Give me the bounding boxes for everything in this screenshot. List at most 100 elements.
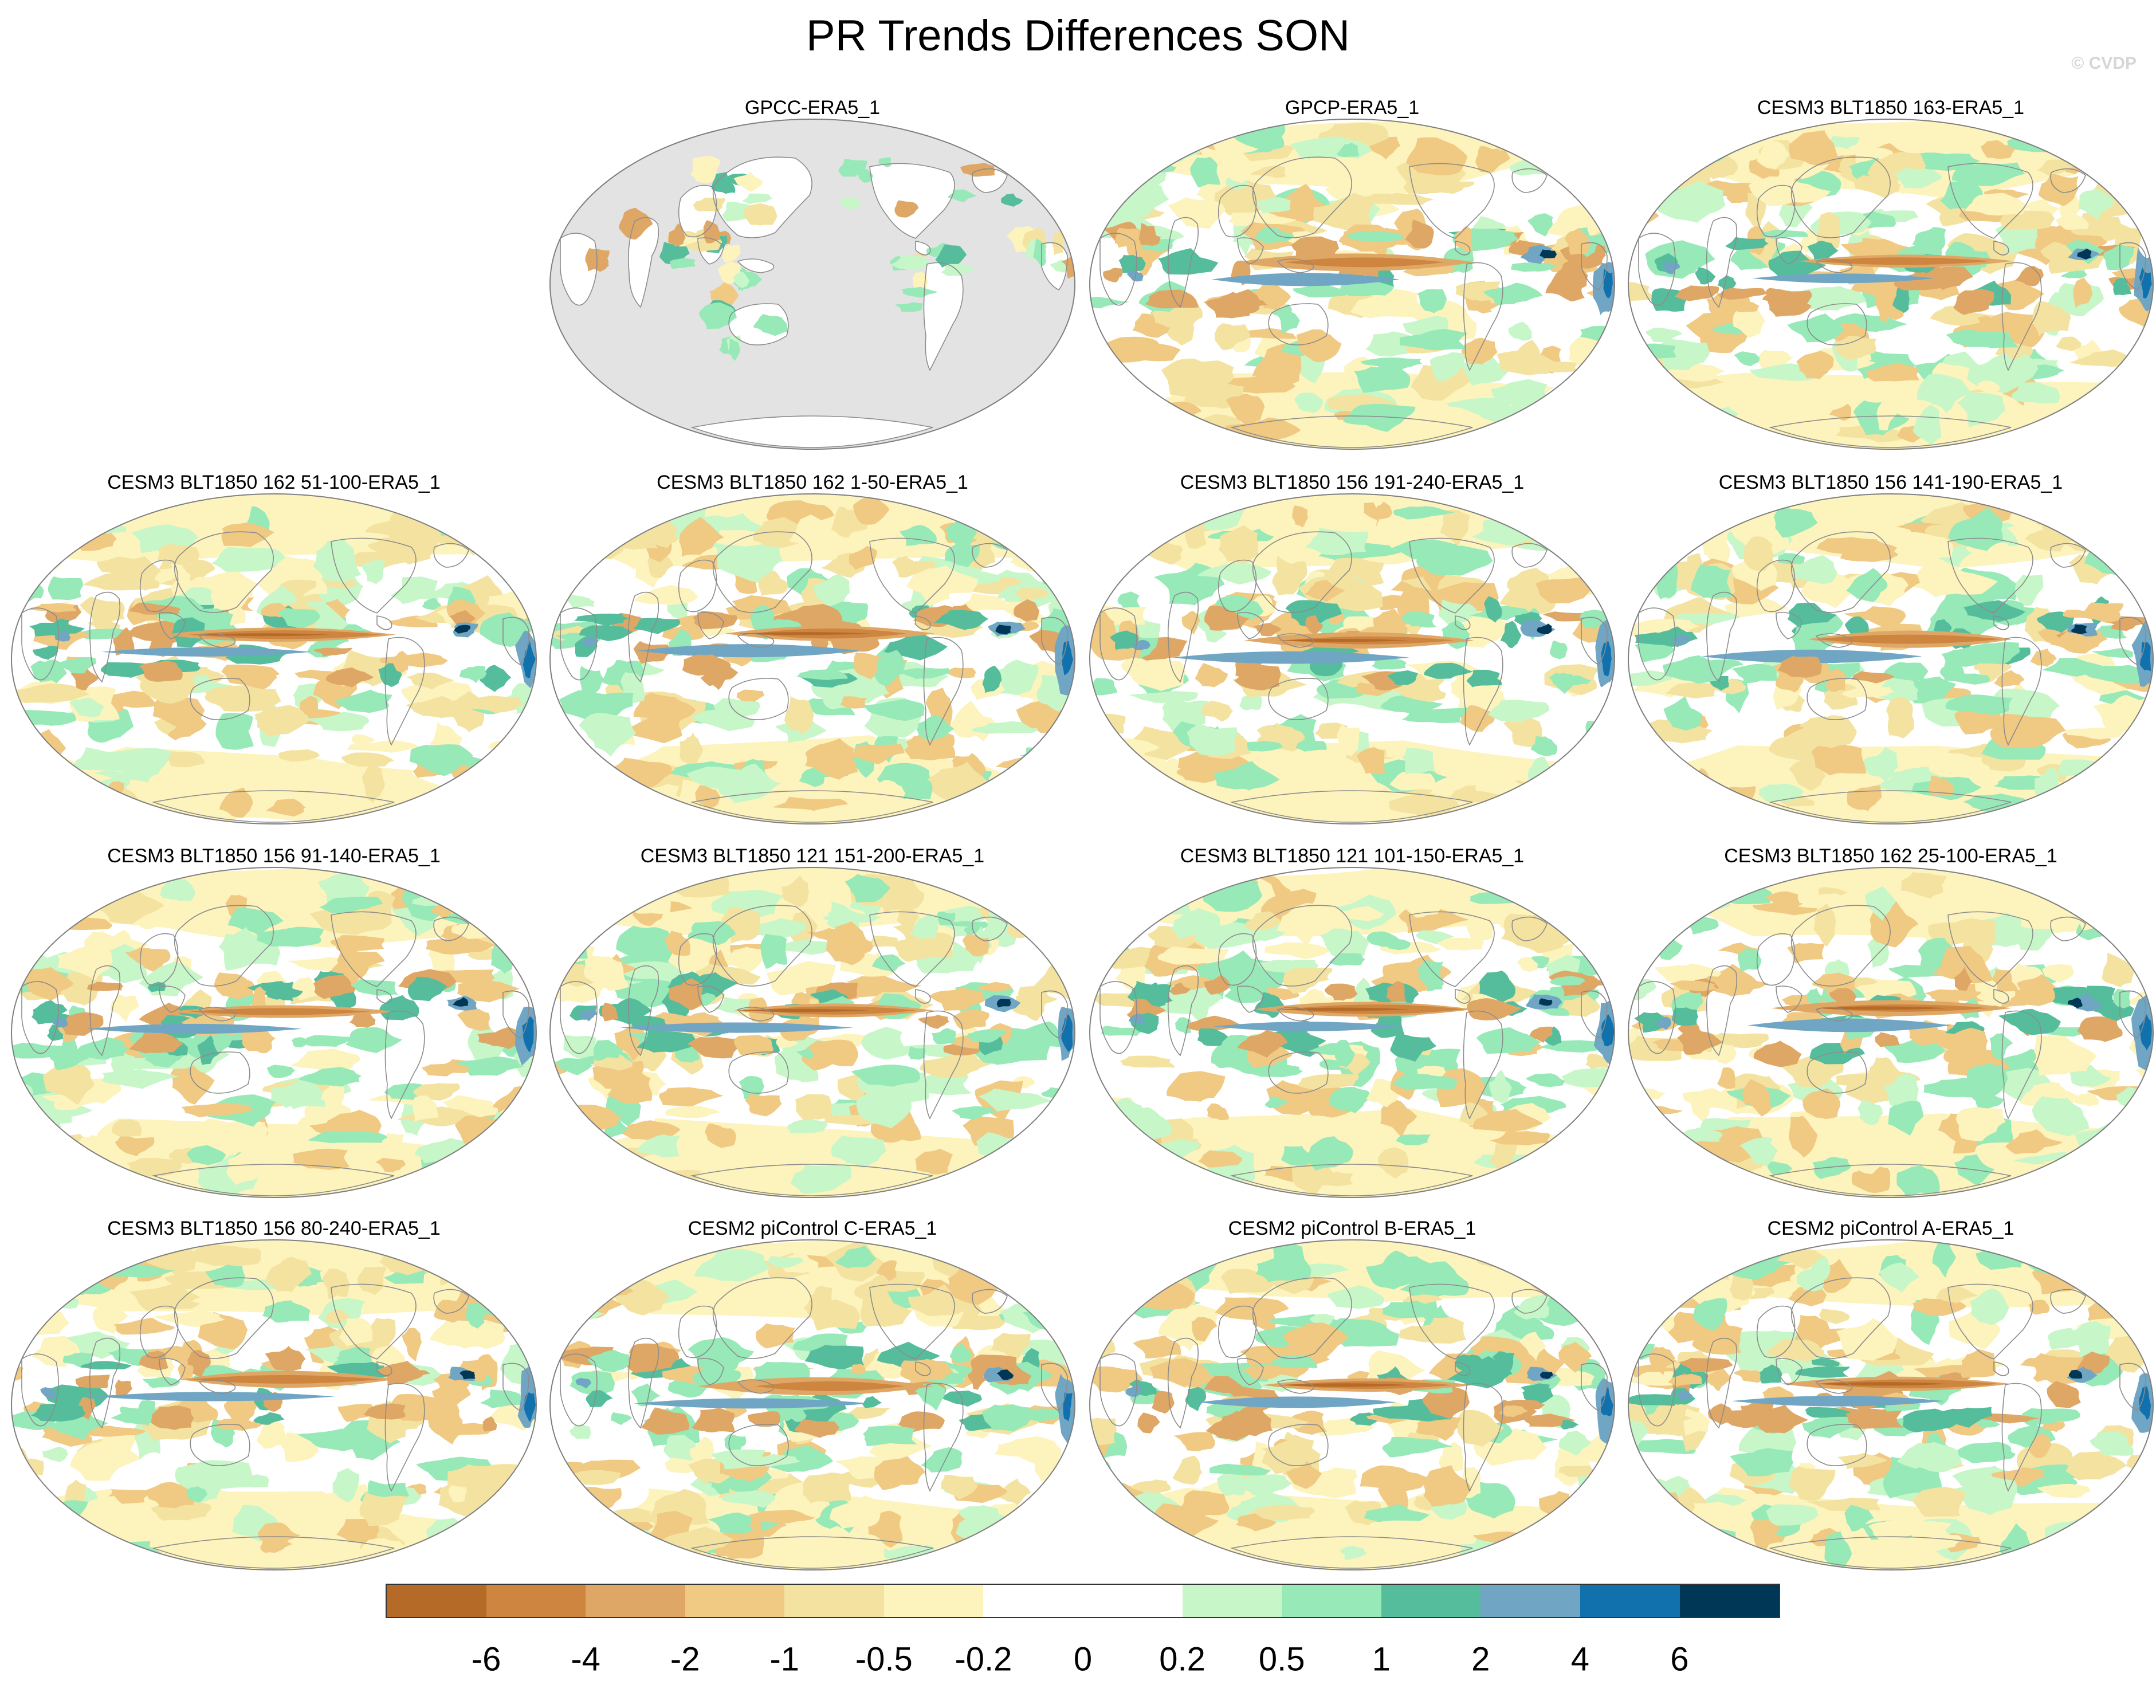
anomaly-patch [2111,177,2153,194]
land-area [628,217,659,307]
tropical-patch [1185,1387,1206,1412]
anomaly-patch [506,1267,536,1312]
edge-wet-core [1601,641,1612,677]
coastline [1581,242,1608,291]
anomaly-patch [1580,1247,1606,1279]
tropical-patch [1324,983,1358,1001]
anomaly-patch [1027,1266,1075,1287]
tropical-patch [637,1030,702,1053]
coastline [1947,911,2033,987]
map-border [549,119,1075,450]
anomaly-patch [1264,1096,1288,1109]
anomaly-patch [1864,886,1896,921]
coastline [1815,258,1853,273]
spcz-patch [1382,1436,1453,1458]
anomaly-patch [1218,525,1259,565]
coastline [1455,241,1471,256]
tropical-patch [1090,1366,1143,1393]
anomaly-patch [1244,911,1281,931]
anomaly-patch [1932,1240,1956,1278]
anomaly-patch [1090,1263,1135,1290]
tropical-patch [908,1046,926,1060]
coastline [1099,1353,1137,1427]
anomaly-patch [2008,353,2039,384]
anomaly-patch [1420,582,1499,617]
coastlines [1638,1277,2146,1569]
anomaly-patch [254,705,310,737]
tropical-patch [1944,673,1990,685]
anomaly-patch [959,1505,999,1530]
coastline [1511,168,1548,193]
coastline [331,911,417,987]
anomaly-patch [1573,411,1615,438]
anomaly-patch [618,207,653,240]
coastline [1947,537,2033,614]
anomaly-patch [1564,402,1615,421]
coastline [1041,242,1068,291]
anomaly-patch [466,1537,518,1549]
anomaly-patch [270,1077,327,1108]
anomaly-patch [1472,1109,1544,1132]
anomaly-patch [1953,1475,2017,1515]
coastline [1581,990,1608,1039]
anomaly-patch [960,592,1006,612]
anomaly-patch [1209,1463,1271,1476]
anomaly-patch [1731,663,1779,684]
anomaly-patch [1628,782,1683,799]
anomaly-patch [693,201,724,211]
coastline [1230,790,1473,823]
colorbar-box [1182,1585,1282,1617]
anomaly-patch [1789,1116,1818,1158]
anomaly-patch [1150,1248,1171,1280]
tropical-patch [804,1345,865,1369]
colorbar-boxes [386,1584,1780,1618]
anomaly-patch [2028,1299,2050,1315]
tropical-patch [301,1035,356,1047]
anomaly-patch [698,302,737,329]
anomaly-patch [1927,775,1954,796]
map-panel-c121b: CESM3 BLT1850 121 101-150-ERA5_1 [1089,845,1616,1211]
coastline [915,989,931,1004]
tropical-patch [75,1375,110,1391]
anomaly-patch [2006,524,2044,536]
anomaly-patch [1730,1448,1794,1477]
panel-title: CESM3 BLT1850 162 1-50-ERA5_1 [657,472,968,493]
anomaly-patch [619,790,658,812]
anomaly-patch [935,244,967,268]
anomaly-patch [1121,654,1186,691]
colorbar-tick-label: -1 [769,1640,800,1678]
tropical-patch [1479,971,1515,1004]
atlantic-wet-core [1540,1371,1553,1379]
land-area [692,416,933,447]
tropical-patch [74,1036,129,1060]
coastline [1268,678,1329,720]
anomaly-patch [569,1424,592,1439]
coastline [1706,1337,1738,1429]
anomaly-patch [1508,321,1532,341]
coastline [1230,415,1473,448]
anomaly-patch [1117,538,1140,560]
maritime-dry-patch [1768,291,1812,317]
coastline [1511,1289,1548,1314]
anomaly-patch [1738,948,1762,973]
anomaly-patch [1339,1546,1367,1561]
anomaly-patch [2005,1129,2063,1155]
coastline [384,1383,425,1492]
anomaly-patch [2087,1169,2153,1188]
anomaly-patch [69,697,105,717]
anomaly-patch [908,1284,969,1317]
colorbar-tick-label: 0 [1073,1640,1093,1678]
anomaly-patch [2069,349,2131,367]
anomaly-patch [2117,760,2153,784]
anomaly-patch [1354,366,1411,393]
edge-wet-core [1061,1014,1073,1053]
coastline [1268,1051,1329,1094]
tropical-patch [795,1419,840,1438]
atlantic-wet-core [454,625,471,634]
anomaly-patch [1423,1317,1467,1344]
tropical-patch [1731,300,1760,312]
anomaly-patch [802,1039,858,1071]
anomaly-patch [1917,563,1998,598]
anomaly-patch [406,672,454,690]
itcz-dry-peak [1816,1382,1948,1386]
